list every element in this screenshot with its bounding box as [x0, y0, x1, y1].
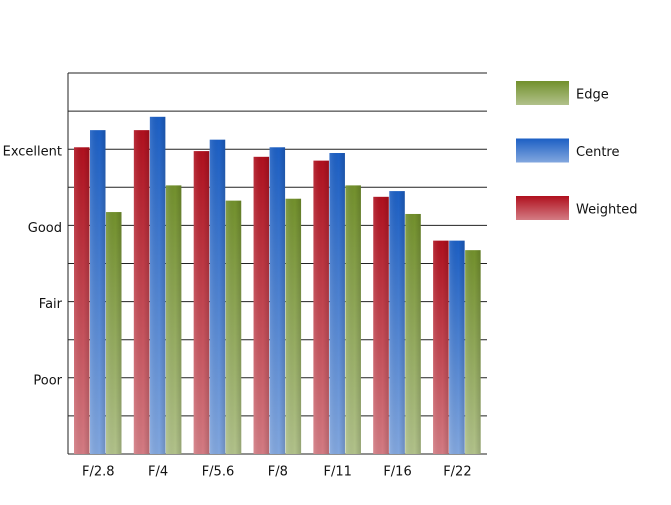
bar-shade: [465, 250, 481, 454]
x-tick-label: F/16: [383, 465, 411, 480]
bar-shade: [90, 130, 106, 454]
bar-shade: [106, 212, 122, 454]
y-tick-label: Poor: [33, 373, 62, 388]
bar-shade: [165, 185, 182, 454]
x-tick-label: F/4: [148, 465, 168, 480]
legend-label: Edge: [576, 88, 609, 103]
bar-shade: [313, 160, 329, 454]
y-tick-label: Fair: [39, 297, 63, 312]
bar-shade: [433, 240, 449, 454]
x-tick-label: F/5.6: [202, 465, 235, 480]
bar-shade: [209, 139, 226, 455]
x-tick-label: F/8: [268, 465, 288, 480]
bar-shade: [373, 196, 389, 454]
legend-label: Centre: [576, 145, 619, 160]
bar-shade: [389, 191, 405, 455]
legend-swatch-shine: [516, 81, 569, 105]
bar-shade: [405, 213, 421, 454]
bar-shade: [133, 130, 150, 454]
legend-label: Weighted: [576, 203, 638, 218]
x-tick-label: F/11: [323, 465, 351, 480]
bar-shade: [74, 147, 90, 455]
bar-shade: [253, 156, 270, 454]
bar-shade: [449, 240, 465, 454]
bar-shade: [285, 198, 302, 454]
bar-shade: [345, 185, 361, 454]
y-tick-label: Good: [28, 221, 62, 236]
bar-shade: [329, 153, 345, 454]
y-tick-label: Excellent: [3, 145, 62, 160]
bar-shade: [269, 147, 286, 455]
x-tick-label: F/2.8: [82, 465, 115, 480]
bar-shade: [193, 151, 210, 455]
bar-shade: [149, 116, 166, 454]
legend-swatch-shine: [516, 138, 569, 163]
bar-shade: [225, 200, 242, 454]
x-tick-label: F/22: [443, 465, 471, 480]
legend-swatch-shine: [516, 196, 569, 220]
